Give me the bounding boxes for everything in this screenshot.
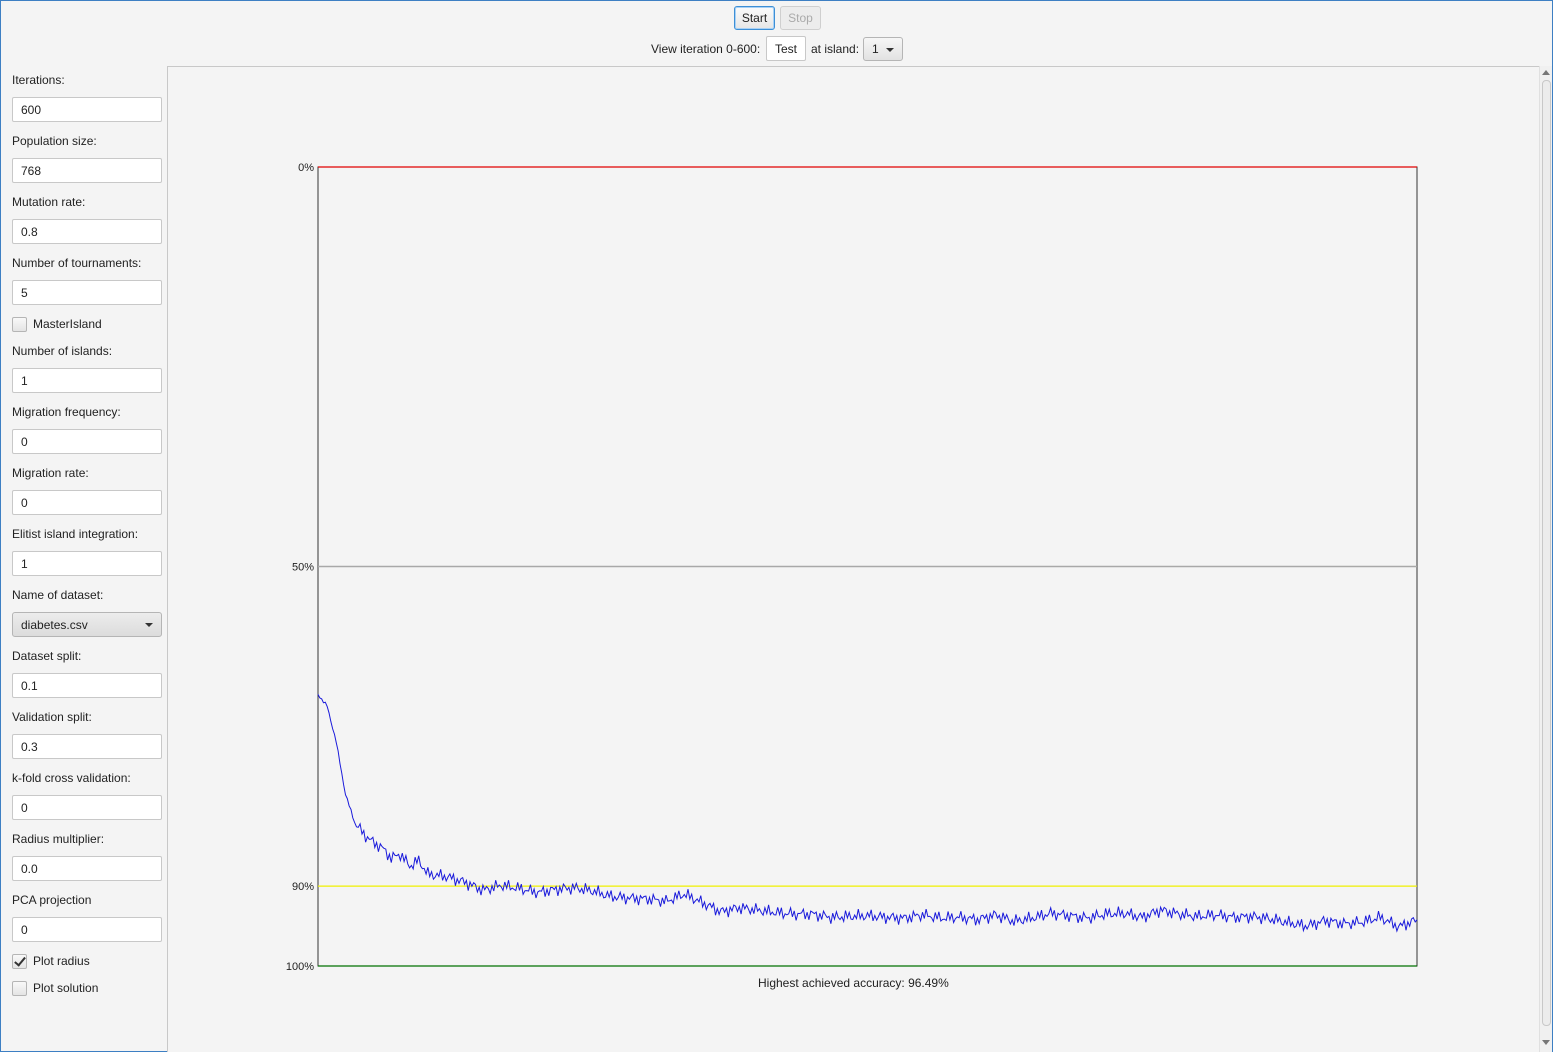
scroll-down-icon[interactable] bbox=[1542, 1040, 1550, 1045]
iterations-label: Iterations: bbox=[12, 73, 65, 87]
dataset-select[interactable]: diabetes.csv bbox=[12, 612, 162, 637]
elitist-field[interactable]: 1 bbox=[12, 551, 162, 576]
plot-radius-checkbox[interactable] bbox=[12, 953, 27, 969]
radius-label: Radius multiplier: bbox=[12, 832, 105, 846]
y-tick-label: 50% bbox=[292, 562, 314, 574]
y-tick-label: 100% bbox=[286, 961, 314, 973]
validation-split-field[interactable]: 0.3 bbox=[12, 734, 162, 759]
island-label: at island: bbox=[811, 42, 860, 56]
islands-label: Number of islands: bbox=[12, 344, 113, 358]
validation-split-label: Validation split: bbox=[12, 710, 92, 724]
tournaments-label: Number of tournaments: bbox=[12, 256, 142, 270]
plot-solution-checkbox[interactable] bbox=[12, 980, 27, 996]
view-iteration-input[interactable]: Test bbox=[766, 36, 806, 61]
highest-accuracy-label: Highest achieved accuracy: 96.49% bbox=[758, 976, 949, 990]
mutation-field[interactable]: 0.8 bbox=[12, 219, 162, 244]
chevron-down-icon bbox=[886, 48, 894, 52]
dataset-label: Name of dataset: bbox=[12, 588, 104, 602]
population-label: Population size: bbox=[12, 134, 97, 148]
dataset-select-value: diabetes.csv bbox=[21, 617, 88, 632]
pca-label: PCA projection bbox=[12, 893, 92, 907]
y-tick-label: 90% bbox=[292, 881, 314, 893]
tournaments-field[interactable]: 5 bbox=[12, 280, 162, 305]
elitist-label: Elitist island integration: bbox=[12, 527, 139, 541]
stop-button[interactable]: Stop bbox=[780, 6, 821, 30]
top-toolbar: Start Stop View iteration 0-600: Test at… bbox=[0, 0, 1553, 66]
kfold-label: k-fold cross validation: bbox=[12, 771, 131, 785]
kfold-field[interactable]: 0 bbox=[12, 795, 162, 820]
radius-field[interactable]: 0.0 bbox=[12, 856, 162, 881]
plot-solution-checkbox-row[interactable]: Plot solution bbox=[12, 979, 98, 997]
vertical-scrollbar[interactable] bbox=[1539, 66, 1552, 1052]
island-select[interactable]: 1 bbox=[863, 37, 903, 61]
accuracy-series-line bbox=[317, 694, 1418, 933]
plot-radius-label: Plot radius bbox=[33, 954, 90, 968]
scroll-thumb[interactable] bbox=[1542, 80, 1551, 1026]
dataset-split-field[interactable]: 0.1 bbox=[12, 673, 162, 698]
migration-rate-field[interactable]: 0 bbox=[12, 490, 162, 515]
master-island-checkbox-row[interactable]: MasterIsland bbox=[12, 315, 102, 333]
chevron-down-icon bbox=[145, 623, 153, 627]
pca-field[interactable]: 0 bbox=[12, 917, 162, 942]
settings-sidebar: Iterations: 600 Population size: 768 Mut… bbox=[0, 66, 167, 1052]
plot-solution-label: Plot solution bbox=[33, 981, 99, 995]
start-button[interactable]: Start bbox=[734, 6, 775, 30]
iterations-field[interactable]: 600 bbox=[12, 97, 162, 122]
island-select-value: 1 bbox=[872, 42, 879, 56]
islands-field[interactable]: 1 bbox=[12, 368, 162, 393]
scroll-up-icon[interactable] bbox=[1542, 70, 1550, 75]
plot-radius-checkbox-row[interactable]: Plot radius bbox=[12, 952, 90, 970]
dataset-split-label: Dataset split: bbox=[12, 649, 82, 663]
population-field[interactable]: 768 bbox=[12, 158, 162, 183]
master-island-checkbox[interactable] bbox=[12, 316, 27, 332]
migration-frequency-field[interactable]: 0 bbox=[12, 429, 162, 454]
mutation-label: Mutation rate: bbox=[12, 195, 86, 209]
master-island-label: MasterIsland bbox=[33, 317, 102, 331]
y-tick-label: 0% bbox=[298, 162, 314, 174]
migration-rate-label: Migration rate: bbox=[12, 466, 89, 480]
migration-frequency-label: Migration frequency: bbox=[12, 405, 121, 419]
chart-panel bbox=[167, 66, 1539, 1052]
view-iteration-label: View iteration 0-600: bbox=[651, 42, 761, 56]
